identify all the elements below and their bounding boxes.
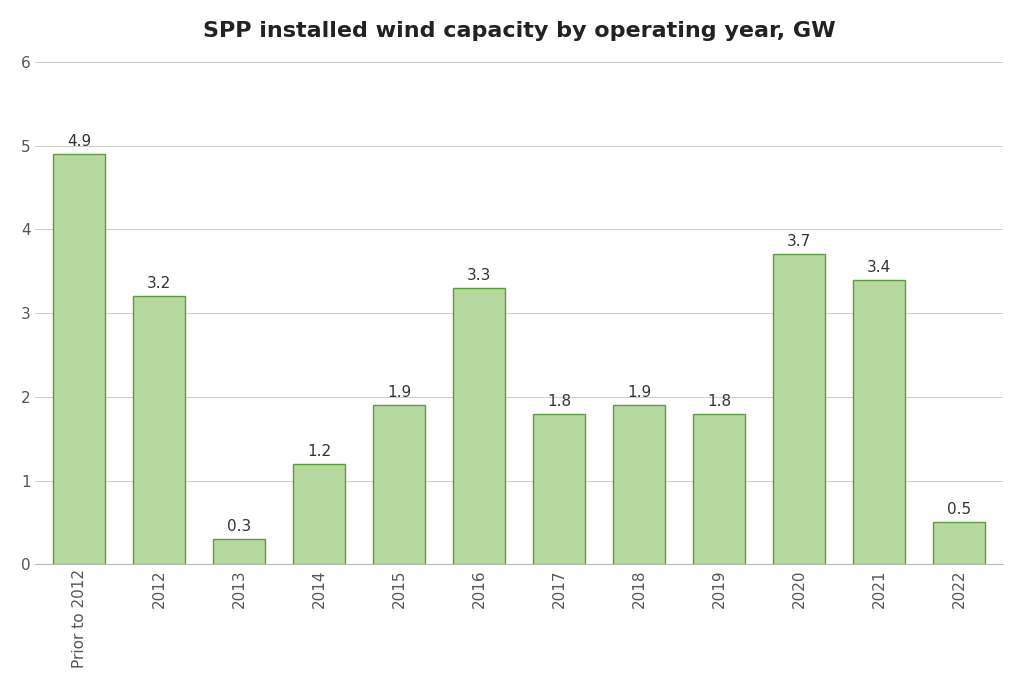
Text: 3.2: 3.2	[147, 276, 172, 291]
Text: 1.8: 1.8	[547, 393, 571, 409]
Bar	[133, 296, 185, 564]
Bar	[693, 413, 745, 564]
Bar	[454, 288, 505, 564]
Bar	[933, 522, 985, 564]
Text: 1.9: 1.9	[627, 385, 651, 400]
Text: 1.8: 1.8	[708, 393, 731, 409]
Bar	[213, 539, 265, 564]
Bar	[613, 405, 666, 564]
Bar	[374, 405, 425, 564]
Bar	[53, 154, 105, 564]
Text: 3.4: 3.4	[867, 260, 891, 274]
Text: 0.3: 0.3	[227, 519, 252, 534]
Bar	[293, 464, 345, 564]
Bar	[853, 280, 905, 564]
Text: 1.9: 1.9	[387, 385, 412, 400]
Bar	[534, 413, 586, 564]
Text: 3.3: 3.3	[467, 268, 492, 283]
Text: 0.5: 0.5	[947, 502, 971, 517]
Text: 3.7: 3.7	[787, 234, 811, 249]
Text: 4.9: 4.9	[68, 134, 91, 149]
Title: SPP installed wind capacity by operating year, GW: SPP installed wind capacity by operating…	[203, 21, 836, 41]
Bar	[773, 254, 825, 564]
Text: 1.2: 1.2	[307, 444, 332, 459]
